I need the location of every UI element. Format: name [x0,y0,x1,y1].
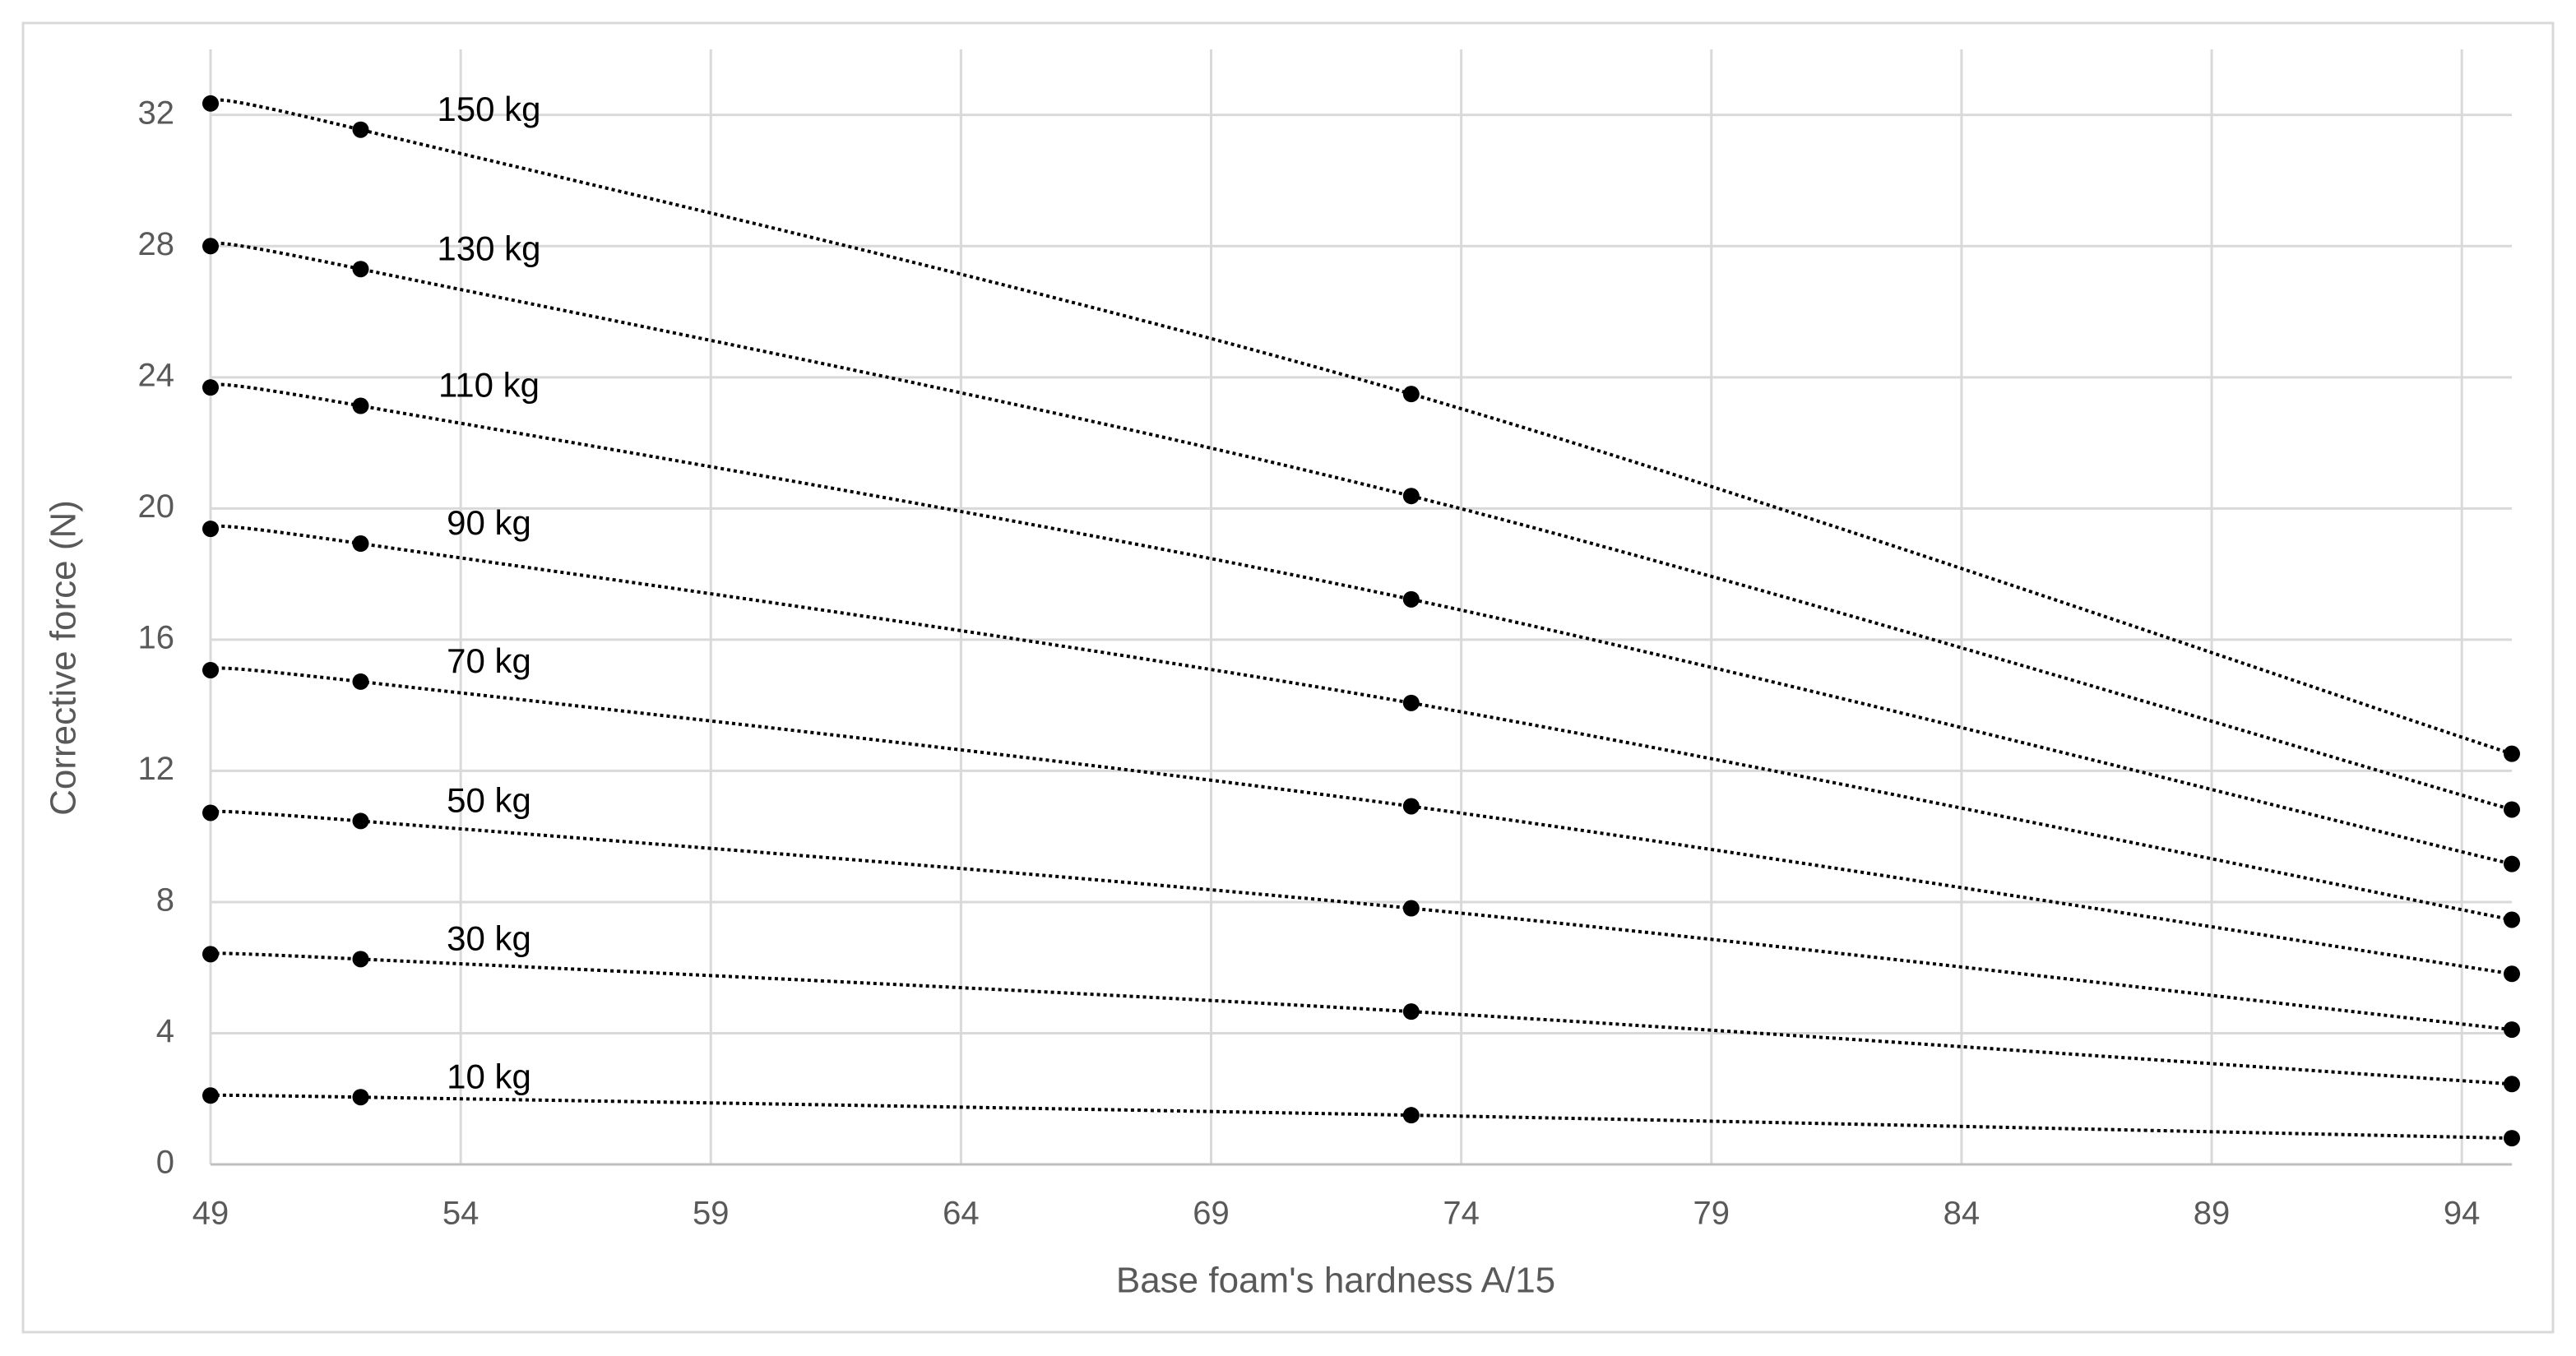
point [352,535,369,553]
series-label: 110 kg [438,366,540,405]
point [202,661,219,678]
point [1402,386,1420,403]
point [1402,488,1420,505]
point [202,95,219,112]
point [2504,1130,2520,1147]
point [202,1087,219,1104]
y-tick-label: 32 [138,95,175,131]
chart-frame [21,21,2555,1334]
point [352,1089,369,1106]
y-tick-label: 12 [138,751,175,787]
series-label: 70 kg [447,641,531,680]
series-label: 130 kg [437,229,540,267]
y-tick-label: 28 [138,226,175,262]
point [1402,694,1420,711]
y-tick-label: 24 [138,357,175,393]
y-tick-label: 8 [156,882,174,919]
x-axis-title: Base foam's hardness A/15 [1116,1261,1555,1301]
y-tick-label: 16 [138,619,175,655]
y-tick-label: 20 [138,488,175,525]
point [202,379,219,396]
y-tick-label: 4 [156,1013,174,1049]
x-tick-label: 94 [2444,1196,2481,1232]
x-tick-label: 49 [192,1196,229,1232]
x-tick-label: 79 [1693,1196,1730,1232]
point [2504,1021,2520,1039]
point [2504,965,2520,983]
series-label: 30 kg [447,919,531,957]
point [1402,1107,1420,1124]
x-tick-label: 74 [1443,1196,1480,1232]
point [2504,1076,2520,1093]
series-line [210,242,2513,812]
point [352,261,369,278]
series-line [210,809,2513,1032]
point [352,812,369,830]
series-line [210,524,2513,922]
point [352,397,369,414]
series-line [210,98,2513,756]
point [202,238,219,255]
point [1402,1003,1420,1020]
point [352,951,369,968]
series-label: 50 kg [447,781,531,820]
x-tick-label: 89 [2194,1196,2231,1232]
series-line [210,666,2513,976]
point [2504,801,2520,818]
y-axis-title: Corrective force (N) [44,500,84,816]
point [1402,798,1420,815]
series-line [210,382,2513,866]
x-tick-label: 54 [442,1196,480,1232]
x-tick-label: 84 [1944,1196,1981,1232]
series-label: 150 kg [437,90,540,128]
series-line [210,1093,2513,1141]
point [2504,911,2520,928]
series-label: 90 kg [447,503,531,542]
series-line [210,951,2513,1086]
point [352,673,369,690]
point [1402,900,1420,917]
x-tick-label: 69 [1193,1196,1230,1232]
point [202,804,219,821]
point [2504,745,2520,762]
point [202,946,219,963]
x-tick-label: 64 [943,1196,980,1232]
point [202,521,219,538]
y-tick-label: 0 [156,1145,174,1181]
series-label: 10 kg [447,1057,531,1095]
point [1402,590,1420,608]
point [352,121,369,138]
x-tick-label: 59 [693,1196,730,1232]
point [2504,855,2520,872]
